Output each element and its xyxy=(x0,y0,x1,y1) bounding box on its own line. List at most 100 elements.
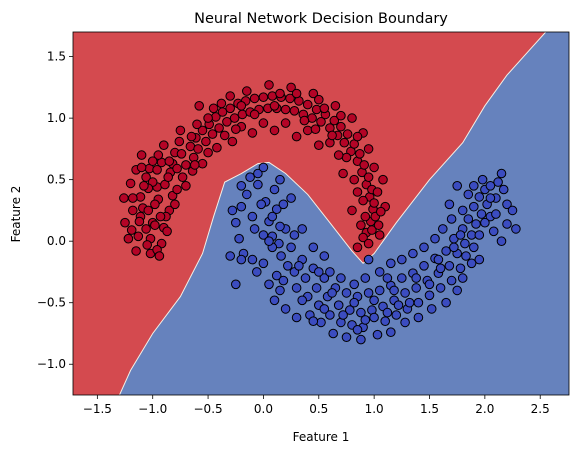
class1-point xyxy=(341,288,352,298)
class1-point xyxy=(382,273,393,283)
class1-point xyxy=(319,273,330,283)
class0-point xyxy=(347,205,357,216)
class1-point xyxy=(286,193,296,203)
class1-point xyxy=(333,300,344,311)
class0-point xyxy=(159,140,169,150)
class0-point xyxy=(291,88,302,99)
class1-point xyxy=(247,211,258,222)
class1-point xyxy=(236,181,247,191)
class1-point xyxy=(242,189,252,200)
class1-point xyxy=(430,233,440,244)
class1-point xyxy=(276,251,286,261)
y-tick-label: 1.0 xyxy=(47,111,66,125)
class1-point xyxy=(502,219,512,229)
class0-point xyxy=(123,233,134,244)
class1-point xyxy=(269,184,280,195)
class0-point xyxy=(291,131,302,142)
class0-point xyxy=(369,198,379,208)
class0-point xyxy=(308,88,319,99)
class1-point xyxy=(338,310,348,320)
class0-point xyxy=(319,103,330,114)
class1-point xyxy=(360,273,371,283)
class1-point xyxy=(251,267,262,277)
class0-point xyxy=(311,104,322,115)
class1-point xyxy=(291,312,302,323)
class1-point xyxy=(225,251,235,261)
class0-points xyxy=(119,80,391,261)
class0-point xyxy=(363,144,374,154)
class0-point xyxy=(119,193,129,203)
class0-point xyxy=(155,211,166,222)
class1-point xyxy=(452,181,463,191)
class1-point xyxy=(319,304,330,314)
class1-point xyxy=(231,217,241,228)
class1-point xyxy=(278,199,289,210)
class0-point xyxy=(143,205,154,216)
class0-point xyxy=(141,172,151,182)
class1-point xyxy=(455,263,466,274)
class1-point xyxy=(345,305,355,315)
class0-point xyxy=(249,109,260,120)
decision-boundary-line xyxy=(119,32,547,395)
class0-point xyxy=(258,118,269,128)
class0-point xyxy=(258,92,269,102)
class1-point xyxy=(360,315,371,325)
class1-point xyxy=(480,217,490,228)
class1-point xyxy=(231,279,241,290)
class1-point xyxy=(275,221,285,232)
class1-point xyxy=(258,230,269,240)
y-tick-label: 0.0 xyxy=(47,234,66,248)
class0-point xyxy=(120,217,130,228)
class0-point xyxy=(329,115,340,126)
class1-point xyxy=(234,233,244,244)
class1-point xyxy=(386,327,396,338)
class0-point xyxy=(150,220,160,230)
class0-point xyxy=(231,124,241,134)
x-tick-label: 0.5 xyxy=(309,402,328,416)
class1-point xyxy=(463,214,474,224)
class1-point xyxy=(245,172,255,182)
class1-point xyxy=(397,254,407,265)
class0-point xyxy=(128,205,138,216)
class0-point xyxy=(203,147,213,158)
class1-point xyxy=(449,242,459,253)
class1-point xyxy=(286,242,296,253)
class0-point xyxy=(208,103,219,114)
class1-point xyxy=(314,267,324,277)
class1-point xyxy=(426,304,437,314)
class1-point xyxy=(469,181,479,191)
class0-point xyxy=(227,136,238,147)
class1-point xyxy=(469,201,479,212)
class1-point xyxy=(438,224,448,234)
class1-point xyxy=(341,332,352,343)
class1-point xyxy=(328,328,339,339)
class0-point xyxy=(193,144,203,154)
x-tick-label: −1.5 xyxy=(83,402,112,416)
class1-point xyxy=(463,189,474,200)
class0-point xyxy=(269,101,280,111)
class1-point xyxy=(474,192,485,202)
class1-point xyxy=(369,312,379,323)
class0-point xyxy=(147,156,158,166)
x-tick-label: −0.5 xyxy=(194,402,223,416)
class1-point xyxy=(327,288,337,298)
class1-point xyxy=(433,254,444,265)
class1-point xyxy=(471,219,481,229)
class0-point xyxy=(314,140,324,150)
class0-point xyxy=(172,163,182,174)
class1-point xyxy=(363,288,374,298)
class1-point xyxy=(316,317,326,328)
class1-point xyxy=(502,199,512,210)
class0-point xyxy=(242,86,252,96)
class1-point xyxy=(413,297,424,308)
class0-point xyxy=(302,125,313,136)
class1-point xyxy=(369,295,379,306)
class1-point xyxy=(249,224,260,234)
x-tick-label: −1.0 xyxy=(138,402,167,416)
class0-point xyxy=(342,129,353,139)
class1-point xyxy=(308,316,319,327)
class1-point xyxy=(291,283,302,293)
class0-point xyxy=(177,172,188,182)
class0-point xyxy=(128,193,138,203)
